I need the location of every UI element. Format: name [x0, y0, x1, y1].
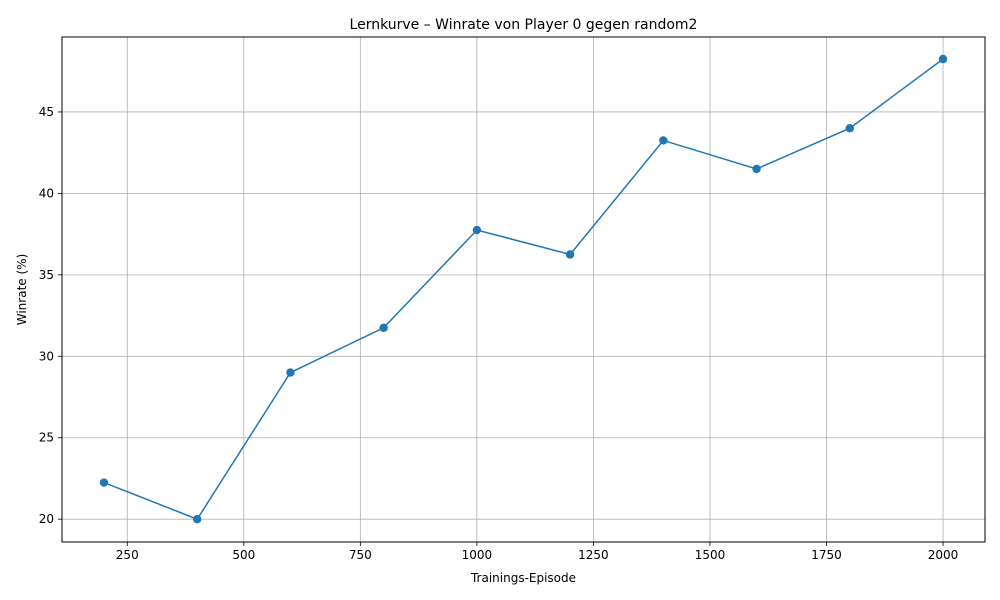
y-tick-label: 40 [39, 186, 54, 200]
x-tick-label: 250 [116, 548, 139, 562]
x-axis: 250 500 750 1000 1250 1500 1750 2000 [116, 542, 959, 562]
grid [62, 37, 985, 542]
y-axis-label: Winrate (%) [15, 254, 29, 326]
data-point [565, 250, 575, 259]
series-layer [99, 54, 948, 524]
x-tick-label: 1000 [462, 548, 493, 562]
data-point [379, 323, 388, 332]
y-tick-label: 25 [39, 431, 54, 445]
x-tick-label: 1250 [578, 548, 609, 562]
y-axis: 20 25 30 35 40 45 [39, 105, 62, 526]
data-point [845, 124, 855, 133]
x-tick-label: 2000 [928, 548, 959, 562]
data-point [99, 478, 109, 487]
data-point [752, 164, 761, 174]
y-tick-label: 35 [39, 268, 54, 282]
x-tick-label: 1500 [695, 548, 726, 562]
data-point [286, 368, 295, 377]
y-tick-label: 45 [39, 105, 54, 119]
x-tick-label: 750 [349, 548, 372, 562]
data-point [659, 136, 668, 145]
y-tick-label: 30 [39, 349, 54, 363]
x-axis-label: Trainings-Episode [470, 571, 576, 585]
data-point [938, 54, 948, 64]
data-point [472, 225, 482, 235]
plot-frame [61, 36, 986, 543]
x-tick-label: 1750 [811, 548, 842, 562]
x-tick-label: 500 [232, 548, 255, 562]
data-point [192, 514, 202, 524]
y-tick-label: 20 [39, 512, 54, 526]
series-line [103, 58, 944, 521]
chart-title: Lernkurve – Winrate von Player 0 gegen r… [350, 17, 698, 33]
